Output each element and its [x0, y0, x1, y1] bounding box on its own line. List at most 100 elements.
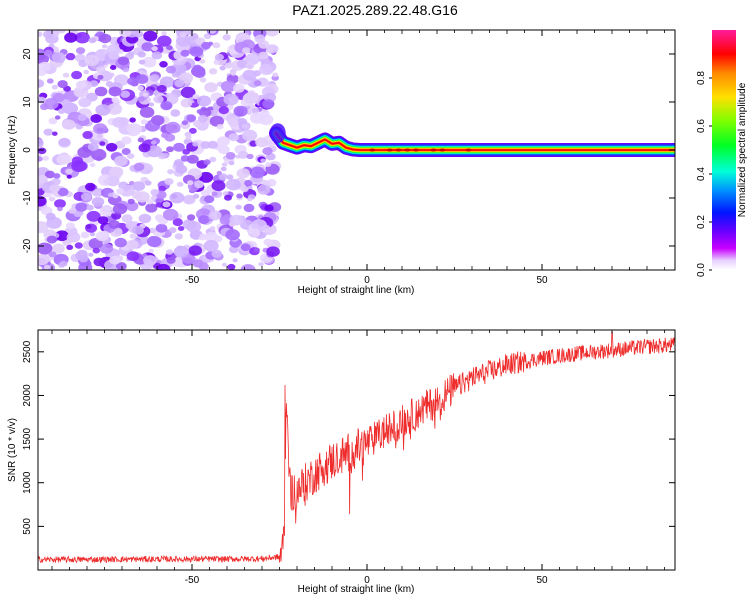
noise-blob	[38, 31, 43, 37]
noise-blob	[38, 156, 43, 162]
noise-blob	[177, 226, 185, 231]
noise-blob	[38, 196, 47, 207]
noise-blob	[243, 91, 259, 104]
noise-blob	[147, 236, 162, 248]
noise-blob	[51, 84, 59, 90]
noise-blob	[209, 226, 216, 231]
noise-blob	[106, 142, 118, 152]
noise-blob	[193, 68, 206, 78]
noise-blob	[223, 93, 239, 106]
noise-blob	[114, 155, 128, 167]
noise-blob	[228, 160, 235, 166]
noise-blob	[165, 249, 174, 255]
noise-blob	[151, 51, 163, 60]
noise-blob	[189, 127, 197, 134]
figure-title: PAZ1.2025.289.22.48.G16	[292, 2, 458, 18]
spectrogram-y-tick-label: 20	[22, 48, 33, 60]
noise-blob	[77, 113, 87, 121]
snr-y-tick-label: 2000	[22, 384, 33, 407]
noise-blob	[242, 47, 251, 54]
snr-y-tick-label: 1500	[22, 428, 33, 451]
noise-blob	[68, 208, 77, 214]
noise-blob	[224, 62, 233, 69]
noise-blob	[112, 203, 128, 215]
noise-blob	[165, 121, 181, 134]
noise-blob	[253, 80, 262, 87]
noise-blob	[184, 195, 195, 204]
noise-blob	[107, 103, 123, 115]
noise-blob	[216, 136, 230, 147]
noise-blob	[135, 191, 150, 203]
noise-blob	[174, 79, 185, 88]
noise-blob	[262, 99, 275, 109]
noise-blob	[204, 195, 215, 204]
noise-blob	[90, 114, 102, 123]
noise-blob	[232, 258, 238, 263]
noise-blob	[53, 178, 61, 185]
noise-blob	[190, 32, 199, 40]
noise-blob	[179, 32, 187, 38]
noise-blob	[212, 42, 221, 49]
noise-blob	[110, 65, 117, 70]
noise-blob	[150, 115, 165, 126]
noise-blob	[242, 129, 258, 142]
noise-blob	[42, 155, 49, 161]
noise-blob	[236, 193, 243, 199]
noise-blob	[86, 210, 101, 222]
noise-blob	[162, 208, 179, 221]
noise-blob	[167, 169, 175, 175]
noise-blob	[97, 216, 109, 225]
noise-blob	[265, 30, 279, 37]
noise-blob	[162, 201, 171, 208]
noise-blob	[38, 138, 44, 146]
noise-blob	[148, 248, 154, 253]
colorbar-tick-label: 0.6	[696, 119, 707, 133]
signal-mottle	[430, 148, 437, 152]
noise-blob	[38, 254, 50, 266]
spectrogram-y-tick-label: -20	[22, 238, 33, 253]
noise-blob	[211, 249, 222, 258]
snr-x-tick-label: 50	[536, 575, 548, 586]
colorbar-label: Normalized spectral amplitude	[737, 82, 748, 217]
noise-blob	[121, 136, 132, 145]
spectrogram-y-tick-label: 0	[22, 147, 33, 153]
noise-blob	[247, 228, 261, 238]
noise-blob	[181, 120, 189, 126]
spectrogram-signal	[269, 123, 675, 157]
noise-blob	[199, 59, 206, 64]
colorbar: 0.0 0.2 0.4 0.6 0.8 Normalized spectral ampl…	[696, 30, 748, 277]
noise-blob	[244, 179, 253, 187]
noise-blob	[243, 203, 255, 213]
noise-blob	[170, 109, 181, 117]
noise-blob	[97, 74, 104, 80]
noise-blob	[44, 170, 55, 179]
noise-blob	[116, 188, 125, 195]
noise-blob	[174, 233, 183, 240]
snr-x-tick-label: 0	[364, 575, 370, 586]
noise-blob	[159, 61, 168, 68]
noise-blob	[227, 263, 236, 270]
noise-blob	[83, 69, 90, 75]
noise-blob	[240, 186, 249, 193]
noise-blob	[93, 123, 108, 135]
noise-blob	[58, 30, 66, 34]
noise-blob	[225, 178, 241, 191]
noise-blob	[258, 51, 269, 60]
noise-blob	[75, 80, 87, 90]
noise-blob	[211, 180, 226, 192]
spectrogram-x-tick-label: 0	[364, 275, 370, 286]
spectrogram-x-tick-label: 50	[536, 275, 548, 286]
noise-blob	[66, 244, 74, 250]
noise-blob	[109, 166, 124, 178]
noise-blob	[142, 92, 148, 97]
noise-blob	[229, 214, 244, 226]
noise-blob	[148, 102, 155, 107]
noise-blob	[137, 51, 146, 58]
noise-blob	[173, 142, 185, 152]
colorbar-tick-label: 0.0	[696, 263, 707, 277]
noise-blob	[92, 189, 102, 197]
noise-blob	[46, 235, 58, 244]
noise-blob	[196, 109, 203, 114]
noise-blob	[161, 132, 169, 139]
noise-blob	[216, 170, 222, 175]
